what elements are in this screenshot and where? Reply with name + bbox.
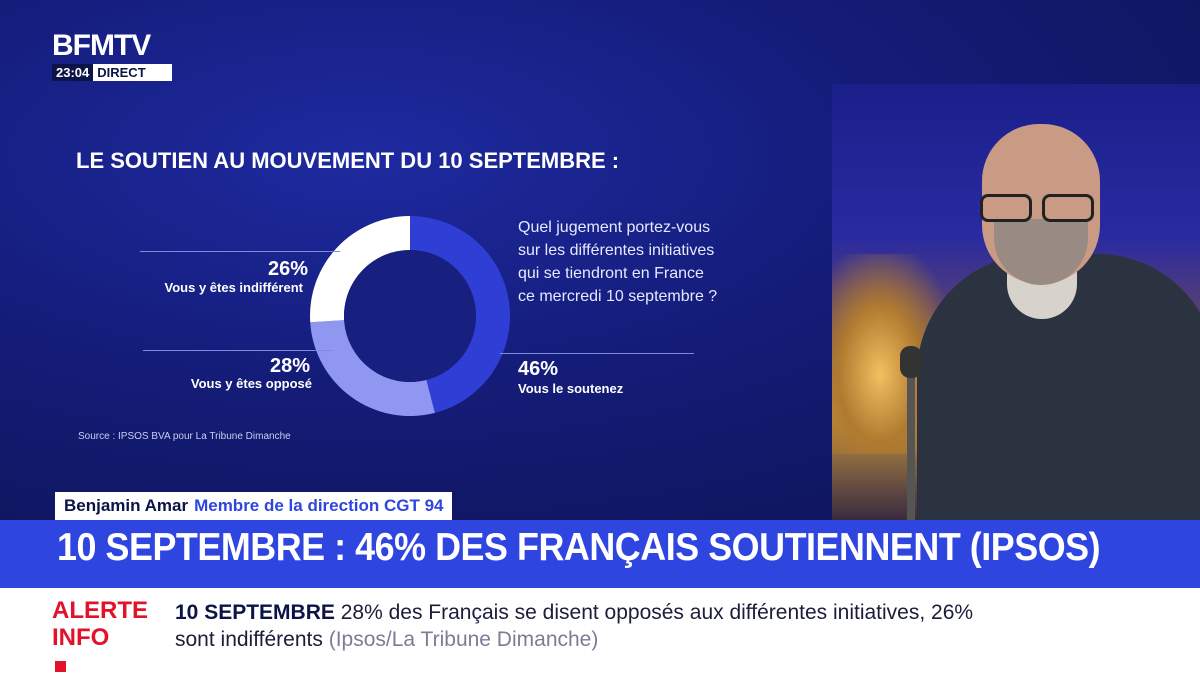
donut-hole (344, 250, 476, 382)
donut-slice-oppose (310, 320, 435, 416)
logo-text: BFMTV (52, 29, 151, 62)
question-line: sur les différentes initiatives (518, 242, 715, 259)
speaker-video (832, 84, 1200, 520)
alert-tag-line2: INFO (52, 624, 110, 651)
alert-square-icon (55, 661, 66, 672)
live-bar: 23:04 DIRECT (52, 64, 172, 81)
headline: 10 SEPTEMBRE : 46% DES FRANÇAIS SOUTIENN… (57, 526, 1101, 569)
question-line: qui se tiendront en France (518, 265, 704, 282)
donut-chart (310, 216, 510, 416)
slice-value-oppose: 28% (269, 355, 310, 377)
microphone-stand (907, 354, 915, 520)
slice-label-oppose: Vous y êtes opposé (190, 376, 312, 391)
alert-ticker: 10 SEPTEMBRE 28% des Français se disent … (175, 599, 995, 653)
speaker-role: Membre de la direction CGT 94 (194, 496, 444, 515)
alert-tag: ALERTE INFO (52, 597, 148, 675)
survey-question: Quel jugement portez-vous sur les différ… (518, 216, 778, 308)
alert-keyword: 10 SEPTEMBRE (175, 601, 335, 624)
slice-value-indifferent: 26% (267, 258, 308, 280)
question-line: Quel jugement portez-vous (518, 219, 711, 236)
chart-title: LE SOUTIEN AU MOUVEMENT DU 10 SEPTEMBRE … (76, 148, 620, 173)
alert-tag-line1: ALERTE (52, 597, 148, 624)
leader-line-soutien (500, 353, 694, 354)
alert-body: 28% des Français se disent opposés aux d… (175, 601, 974, 651)
donut-slice-soutien (410, 216, 510, 413)
leader-line-oppose (143, 350, 333, 351)
glasses-icon (980, 194, 1100, 222)
alert-band (0, 588, 1200, 675)
chart-source: Source : IPSOS BVA pour La Tribune Diman… (78, 431, 291, 442)
alert-source: (Ipsos/La Tribune Dimanche) (328, 628, 599, 651)
slice-label-soutien: Vous le soutenez (518, 381, 624, 396)
speaker-name: Benjamin Amar (64, 496, 189, 515)
donut-slice-indifferent (310, 216, 410, 323)
slice-value-soutien: 46% (518, 358, 559, 380)
leader-line-indifferent (140, 251, 340, 252)
clock: 23:04 (52, 64, 94, 81)
speaker-name-plate: Benjamin Amar Membre de la direction CGT… (55, 492, 453, 520)
channel-logo: BFMTV 23:04 DIRECT (52, 30, 172, 81)
microphone-icon (900, 346, 922, 378)
headline-band (0, 520, 1200, 588)
question-line: ce mercredi 10 septembre ? (518, 288, 718, 305)
live-label: DIRECT (97, 65, 146, 80)
slice-label-indifferent: Vous y êtes indifférent (164, 280, 303, 295)
